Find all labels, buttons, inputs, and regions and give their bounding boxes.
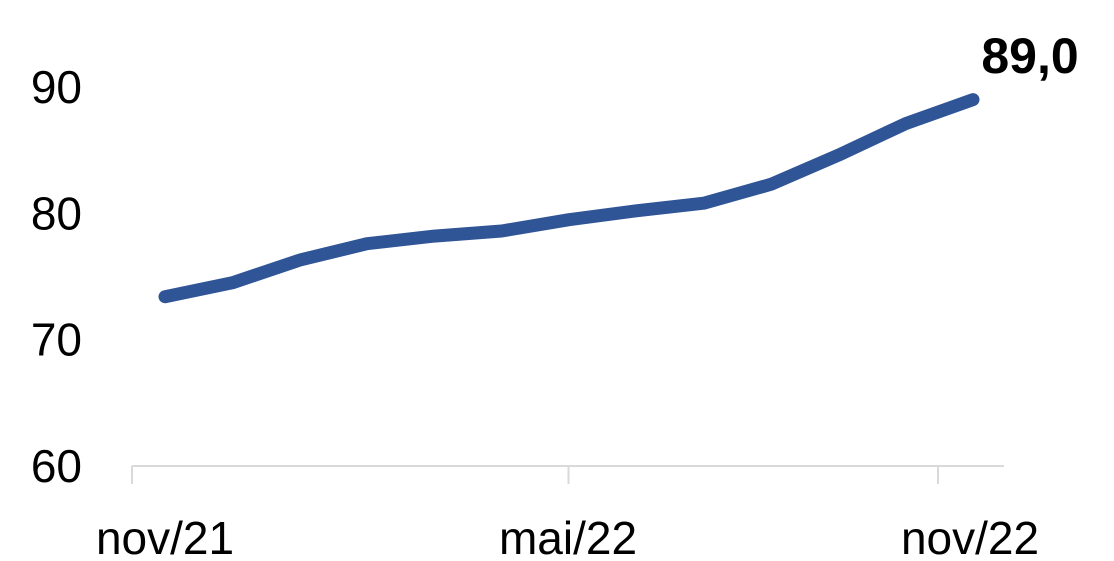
x-tick-label: mai/22 xyxy=(499,512,637,561)
y-tick-label: 70 xyxy=(31,314,82,366)
x-tick-label: nov/21 xyxy=(96,512,234,561)
x-tick-label: nov/22 xyxy=(901,512,1039,561)
x-axis-ticks: nov/21 mai/22 nov/22 xyxy=(96,466,1039,561)
y-tick-label: 60 xyxy=(31,440,82,492)
y-tick-label: 90 xyxy=(31,61,82,113)
end-value-label: 89,0 xyxy=(981,28,1078,84)
y-tick-label: 80 xyxy=(31,187,82,239)
series-line xyxy=(158,93,980,304)
y-axis-ticks: 60 70 80 90 xyxy=(31,61,82,492)
